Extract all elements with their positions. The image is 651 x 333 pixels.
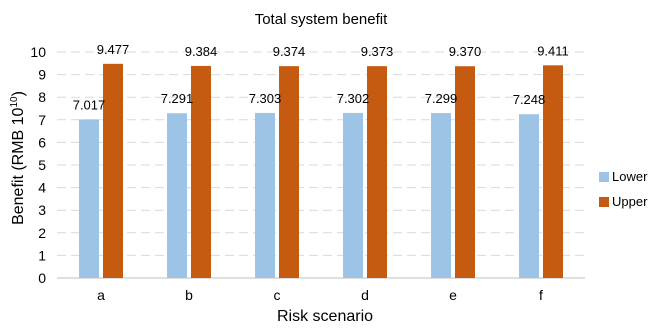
data-label-lower-f: 7.248 — [513, 92, 546, 107]
data-label-lower-c: 7.303 — [249, 91, 282, 106]
data-label-upper-c: 9.374 — [273, 44, 306, 59]
x-tick-label: c — [274, 287, 281, 303]
y-tick-label: 10 — [30, 44, 46, 60]
bar-upper-a — [103, 63, 123, 279]
bar-lower-f — [519, 114, 539, 279]
legend-label-upper: Upper — [612, 194, 648, 209]
bar-upper-f — [543, 65, 563, 278]
bar-lower-d — [343, 112, 363, 279]
bar-lower-a — [79, 119, 99, 278]
x-tick-label: f — [539, 287, 543, 303]
x-axis-ticks: a b c d e f — [97, 287, 543, 303]
data-label-lower-e: 7.299 — [425, 91, 458, 106]
gridlines — [57, 51, 585, 279]
y-axis-title: Benefit (RMB 1010) — [9, 91, 27, 225]
x-tick-label: d — [361, 287, 369, 303]
bar-lower-b — [167, 113, 187, 279]
y-tick-label: 9 — [38, 67, 46, 83]
y-axis-title-exponent: 10 — [9, 96, 20, 108]
bar-upper-d — [367, 66, 387, 278]
y-axis-title-end: ) — [10, 91, 27, 96]
data-label-upper-b: 9.384 — [185, 44, 218, 59]
data-label-lower-a: 7.017 — [73, 97, 106, 112]
y-tick-label: 7 — [38, 112, 46, 128]
bar-upper-c — [279, 66, 299, 278]
data-label-upper-f: 9.411 — [537, 43, 569, 58]
chart-title: Total system benefit — [255, 11, 388, 28]
data-label-lower-b: 7.291 — [161, 91, 194, 106]
x-tick-label: b — [185, 287, 193, 303]
bar-lower-c — [255, 112, 275, 278]
y-tick-label: 3 — [38, 202, 46, 218]
y-tick-label: 4 — [38, 180, 46, 196]
x-tick-label: e — [449, 287, 457, 303]
x-axis-title: Risk scenario — [277, 308, 373, 325]
data-label-upper-d: 9.373 — [361, 44, 394, 59]
bars — [79, 63, 563, 279]
y-tick-label: 0 — [38, 270, 46, 286]
legend-swatch-upper — [599, 197, 609, 207]
y-axis-title-main: Benefit (RMB 10 — [10, 107, 27, 224]
y-tick-label: 5 — [38, 157, 46, 173]
data-label-upper-a: 9.477 — [97, 42, 130, 57]
data-labels: 7.017 9.477 7.291 9.384 7.303 9.374 7.302 9.373… — [73, 42, 569, 113]
data-label-upper-e: 9.370 — [449, 44, 482, 59]
bar-upper-b — [191, 65, 211, 278]
legend-label-lower: Lower — [612, 169, 648, 184]
legend-swatch-lower — [599, 172, 609, 182]
y-tick-label: 2 — [38, 225, 46, 241]
y-tick-label: 6 — [38, 134, 46, 150]
bar-lower-e — [431, 113, 451, 278]
y-axis-ticks: 0 1 2 3 4 5 6 7 8 9 10 — [30, 44, 46, 286]
data-label-lower-d: 7.302 — [337, 91, 370, 106]
legend: Lower Upper — [599, 169, 648, 209]
x-tick-label: a — [97, 287, 105, 303]
y-tick-label: 8 — [38, 89, 46, 105]
y-tick-label: 1 — [38, 247, 46, 263]
bar-upper-e — [455, 66, 475, 278]
